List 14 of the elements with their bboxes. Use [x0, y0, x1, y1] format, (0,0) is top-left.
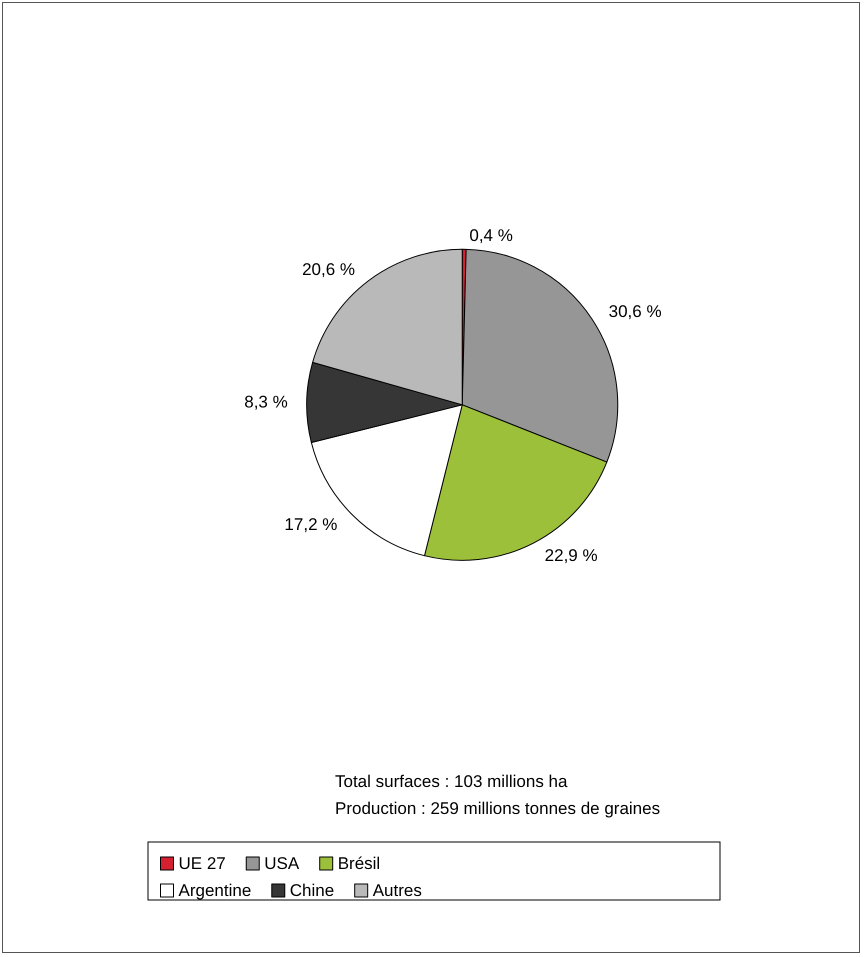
- legend-label: Brésil: [338, 854, 380, 873]
- data-label: 20,6 %: [302, 260, 356, 280]
- legend-label: Chine: [290, 881, 334, 900]
- data-label: 17,2 %: [284, 515, 338, 534]
- legend-label: Autres: [372, 881, 422, 900]
- legend-label: UE 27: [178, 854, 226, 873]
- data-label: 0,4 %: [469, 226, 513, 245]
- data-label: 8,3 %: [244, 392, 288, 412]
- data-label: 30,6 %: [608, 302, 662, 321]
- legend-label: USA: [264, 854, 300, 873]
- text: Production : 259 millions tonnes de graines: [335, 799, 660, 818]
- legend-label: Argentine: [178, 881, 252, 900]
- data-label: 22,9 %: [544, 546, 598, 566]
- text: Total surfaces : 103 millions ha: [335, 772, 568, 791]
